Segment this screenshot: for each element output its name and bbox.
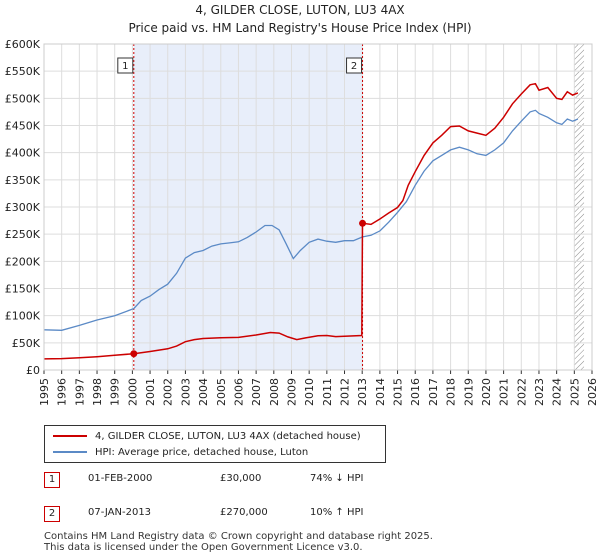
sale-hpi-change: 10% ↑ HPI — [310, 507, 364, 518]
table-row: 1 01-FEB-2000 £30,000 74% ↓ HPI — [44, 472, 444, 492]
plot-frame — [43, 43, 593, 371]
x-tick-label: 2010 — [303, 378, 316, 406]
x-tick-label: 2020 — [480, 378, 493, 406]
grid-lines — [43, 43, 593, 371]
x-tick-label: 2018 — [445, 378, 458, 406]
sale-price: £270,000 — [220, 507, 268, 518]
x-tick-label: 2023 — [533, 378, 546, 406]
legend-swatch-hpi — [53, 451, 87, 453]
x-tick-label: 2016 — [409, 378, 422, 406]
table-row: 2 07-JAN-2013 £270,000 10% ↑ HPI — [44, 506, 444, 526]
x-tick-label: 2026 — [586, 378, 599, 406]
y-tick-label: £50K — [12, 337, 41, 350]
x-tick-label: 2015 — [392, 378, 405, 406]
x-tick-label: 1999 — [109, 378, 122, 406]
sale-marker-badge: 1 — [44, 472, 60, 488]
x-tick-label: 2022 — [515, 378, 528, 406]
x-tick-label: 2017 — [427, 378, 440, 406]
sale-marker-box — [117, 57, 134, 74]
x-tick-label: 2006 — [232, 378, 245, 406]
y-tick-label: £350K — [5, 174, 41, 187]
sale-marker-badge: 2 — [44, 506, 60, 522]
y-tick-label: £600K — [5, 38, 41, 51]
hpi-series-line — [43, 109, 579, 331]
y-tick-label: £100K — [5, 310, 41, 323]
x-tick-label: 2011 — [321, 378, 334, 406]
x-tick-label: 2009 — [285, 378, 298, 406]
sale-point — [130, 350, 138, 358]
footer-copyright: Contains HM Land Registry data © Crown c… — [44, 531, 433, 542]
chart-title: 4, GILDER CLOSE, LUTON, LU3 4AX — [195, 3, 404, 17]
sale-marker-number: 2 — [351, 61, 357, 72]
y-axis: £0 £50K £100K £150K £200K £250K £300K £350K £400… — [5, 38, 41, 377]
legend-item-hpi: HPI: Average price, detached house, Luto… — [53, 445, 308, 461]
x-tick-label: 2004 — [197, 378, 210, 406]
x-tick-label: 2002 — [162, 378, 175, 406]
legend: 4, GILDER CLOSE, LUTON, LU3 4AX (detache… — [44, 425, 386, 463]
footer-licence: This data is licensed under the Open Gov… — [44, 542, 363, 553]
x-tick-label: 2013 — [356, 378, 369, 406]
y-tick-label: £0 — [26, 364, 40, 377]
x-tick-label: 2003 — [179, 378, 192, 406]
sale-date: 07-JAN-2013 — [88, 507, 152, 518]
x-tick-label: 1995 — [38, 378, 51, 406]
sale-date: 01-FEB-2000 — [88, 473, 153, 484]
chart-subtitle: Price paid vs. HM Land Registry's House … — [128, 21, 471, 35]
x-tick-label: 2008 — [268, 378, 281, 406]
footer: Contains HM Land Registry data © Crown c… — [44, 531, 433, 553]
x-tick-label: 2005 — [215, 378, 228, 406]
legend-swatch-property — [53, 435, 87, 437]
sale-hpi-change: 74% ↓ HPI — [310, 473, 364, 484]
y-tick-label: £500K — [5, 92, 41, 105]
x-axis: 1995 1996 1997 1998 1999 2000 2001 2002 2003 2004… — [38, 370, 599, 406]
sale-marker-box — [346, 57, 363, 74]
x-tick-label: 1998 — [91, 378, 104, 406]
x-tick-label: 2025 — [568, 378, 581, 406]
sale-points — [130, 219, 367, 358]
y-tick-label: £300K — [5, 201, 41, 214]
y-tick-label: £200K — [5, 255, 41, 268]
x-tick-label: 2000 — [126, 378, 139, 406]
legend-item-property: 4, GILDER CLOSE, LUTON, LU3 4AX (detache… — [53, 429, 361, 445]
sale-price: £30,000 — [220, 473, 262, 484]
x-tick-label: 2014 — [374, 378, 387, 406]
x-tick-label: 2007 — [250, 378, 263, 406]
x-tick-label: 2001 — [144, 378, 157, 406]
sale-marker-number: 1 — [122, 61, 128, 72]
y-tick-label: £450K — [5, 120, 41, 133]
legend-label-property: 4, GILDER CLOSE, LUTON, LU3 4AX (detache… — [95, 431, 361, 442]
x-tick-label: 1996 — [56, 378, 69, 406]
price-chart: 4, GILDER CLOSE, LUTON, LU3 4AX Price pa… — [5, 3, 599, 406]
x-tick-label: 2012 — [339, 378, 352, 406]
x-tick-label: 2024 — [551, 378, 564, 406]
x-tick-label: 2021 — [498, 378, 511, 406]
y-tick-label: £250K — [5, 228, 41, 241]
y-tick-label: £550K — [5, 65, 41, 78]
y-tick-label: £400K — [5, 147, 41, 160]
property-series-line — [43, 82, 579, 360]
sale-point — [359, 219, 367, 227]
y-tick-label: £150K — [5, 283, 41, 296]
x-tick-label: 1997 — [73, 378, 86, 406]
legend-label-hpi: HPI: Average price, detached house, Luto… — [95, 447, 309, 458]
x-tick-label: 2019 — [462, 378, 475, 406]
